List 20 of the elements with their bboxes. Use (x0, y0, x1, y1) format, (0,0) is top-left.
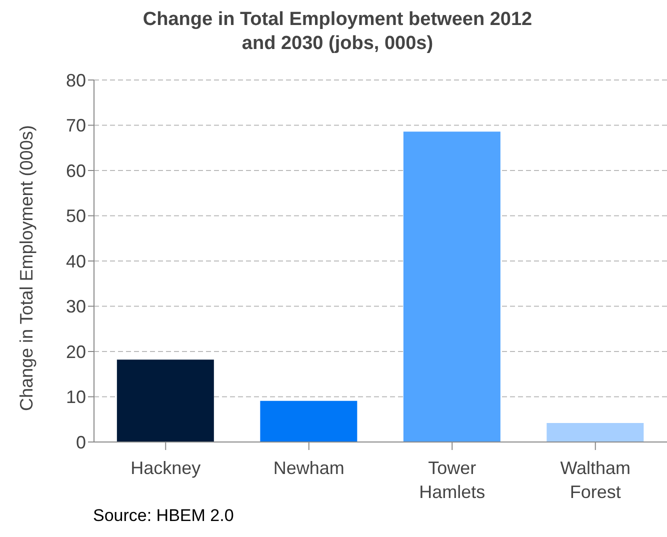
source-note: Source: HBEM 2.0 (93, 506, 234, 526)
y-tick-label: 70 (66, 116, 86, 136)
y-tick-label: 60 (66, 160, 86, 181)
y-tick-label: 20 (66, 342, 86, 362)
chart-title: Change in Total Employment between 2012 and 2030 (jobs, 000s) (142, 8, 534, 56)
y-axis-title: Change in Total Employment (000s) (16, 125, 36, 411)
x-tick-label: Tower Hamlets (419, 458, 486, 502)
y-tick-label: 10 (66, 387, 86, 408)
bar (260, 400, 358, 442)
y-tick-label: 50 (66, 206, 86, 226)
bar (403, 132, 500, 442)
y-tick-label: 40 (66, 251, 86, 272)
x-tick-label: Waltham Forest (560, 458, 631, 502)
y-tick-label: 0 (76, 432, 86, 452)
x-tick-label: Newham (273, 458, 344, 478)
bar (116, 360, 214, 442)
y-tick-label: 80 (66, 70, 86, 90)
y-tick-label: 30 (66, 296, 86, 317)
bar (546, 422, 644, 442)
x-tick-label: Hackney (130, 458, 201, 478)
